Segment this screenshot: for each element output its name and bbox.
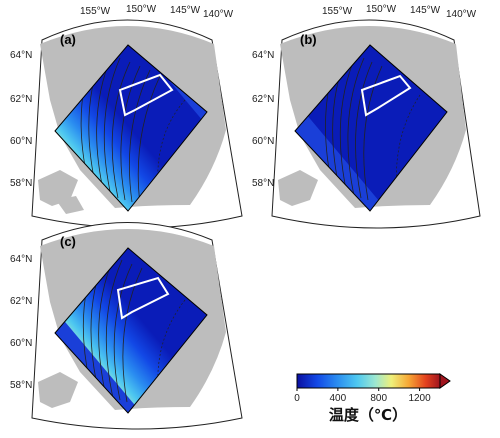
lat-tick: 64°N [252, 50, 274, 61]
lon-tick: 150°W [126, 4, 157, 15]
panel-label-b: (b) [300, 32, 317, 47]
map-panel-c: (c) 64°N 62°N 60°N 58°N [10, 222, 243, 430]
lat-tick: 64°N [10, 50, 32, 61]
lat-tick: 60°N [10, 338, 32, 349]
colorbar: 0 400 800 1200 温度（℃） [294, 373, 451, 424]
colorbar-tick-label: 1200 [408, 393, 431, 404]
lon-tick: 150°W [366, 4, 397, 15]
lat-tick: 60°N [252, 136, 274, 147]
lon-tick: 140°W [203, 9, 234, 20]
colorbar-ramp [296, 373, 441, 389]
panel-label-a: (a) [60, 32, 76, 47]
lat-tick: 58°N [10, 178, 32, 189]
lat-tick: 62°N [10, 296, 32, 307]
lat-tick: 62°N [252, 94, 274, 105]
lat-tick: 58°N [10, 380, 32, 391]
lon-tick: 155°W [322, 6, 353, 17]
lon-tick: 145°W [410, 5, 441, 16]
lon-tick: 140°W [446, 9, 477, 20]
colorbar-arrow [439, 373, 451, 389]
lat-tick: 58°N [252, 178, 274, 189]
colorbar-title: 温度（℃） [329, 406, 407, 424]
colorbar-tick-label: 0 [294, 393, 300, 404]
map-panel-b: (b) 155°W 150°W 145°W 140°W 64°N 62°N 60… [252, 4, 481, 229]
colorbar-tick-label: 800 [370, 393, 387, 404]
lat-tick: 64°N [10, 254, 32, 265]
lon-tick: 145°W [170, 5, 201, 16]
lat-tick: 62°N [10, 94, 32, 105]
colorbar-tick-label: 400 [330, 393, 347, 404]
lon-tick: 155°W [80, 6, 111, 17]
lat-tick: 60°N [10, 136, 32, 147]
panel-label-c: (c) [60, 234, 76, 249]
map-panel-a: (a) 155°W 150°W 145°W 140°W 64°N 62°N 60… [10, 4, 243, 229]
